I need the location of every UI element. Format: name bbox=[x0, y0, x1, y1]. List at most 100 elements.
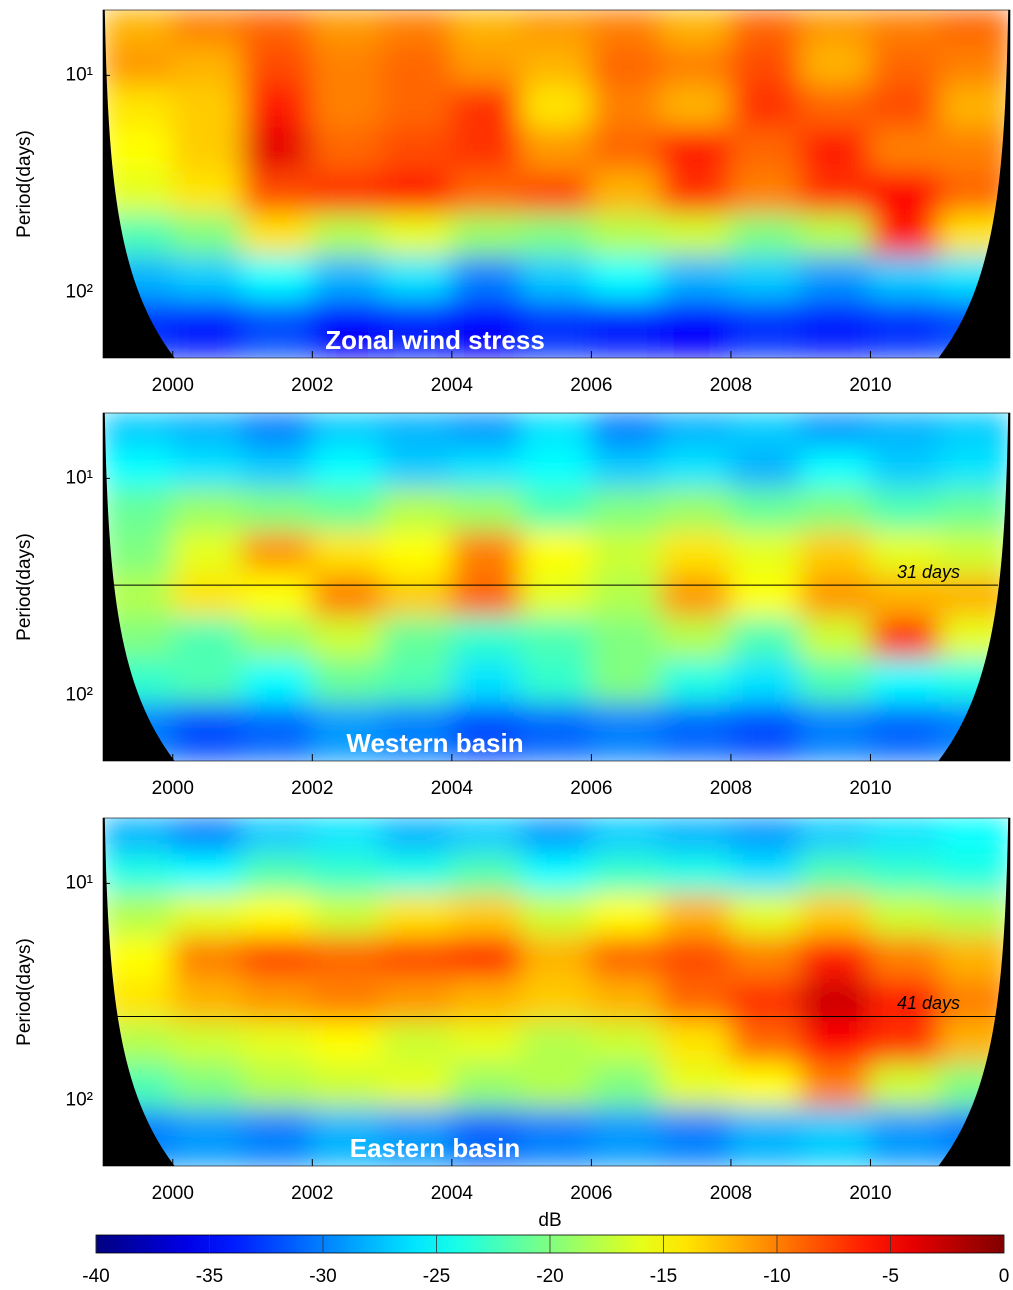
heat-cell bbox=[660, 413, 732, 451]
heat-cell bbox=[450, 818, 523, 856]
heat-cell bbox=[171, 573, 244, 619]
heat-cell bbox=[381, 853, 453, 896]
heat-cell bbox=[660, 448, 732, 491]
reference-label: 41 days bbox=[897, 993, 960, 1013]
heat-cell bbox=[241, 255, 314, 302]
heatmap-cells bbox=[103, 10, 1010, 358]
heat-cell bbox=[311, 1107, 384, 1166]
heat-cell bbox=[450, 213, 523, 258]
heat-cell bbox=[799, 413, 872, 451]
heat-cell bbox=[729, 10, 802, 48]
heat-cell bbox=[311, 448, 384, 491]
heat-cell bbox=[450, 1021, 523, 1066]
y-tick-label: 10¹ bbox=[66, 64, 93, 85]
heat-cell bbox=[660, 893, 732, 938]
cone-of-influence bbox=[103, 10, 175, 358]
heat-cell bbox=[729, 213, 802, 258]
heat-cell bbox=[520, 127, 593, 173]
heat-cell bbox=[311, 255, 384, 302]
heat-cell bbox=[450, 45, 523, 88]
heat-cell bbox=[450, 413, 523, 451]
heat-cell bbox=[241, 1021, 314, 1066]
heatmap bbox=[103, 818, 1010, 1166]
heat-cell bbox=[241, 1107, 314, 1166]
heat-cell bbox=[660, 935, 732, 981]
cone-of-influence bbox=[938, 10, 1010, 358]
heat-cell bbox=[171, 45, 244, 88]
heat-cell bbox=[939, 935, 1010, 981]
heat-cell bbox=[311, 1063, 384, 1110]
heat-cell bbox=[660, 1107, 732, 1166]
heat-cell bbox=[590, 818, 663, 856]
heat-cell bbox=[729, 893, 802, 938]
heat-cell bbox=[241, 818, 314, 856]
heat-cell bbox=[450, 658, 523, 705]
heat-cell bbox=[241, 893, 314, 938]
heat-cell bbox=[660, 853, 732, 896]
colorbar-tick-label: -40 bbox=[82, 1266, 109, 1287]
heat-cell bbox=[381, 978, 453, 1024]
x-tick-label: 2006 bbox=[570, 1183, 612, 1204]
y-tick-label: 10² bbox=[66, 1090, 93, 1111]
heat-cell bbox=[103, 530, 174, 576]
x-tick-label: 2008 bbox=[710, 375, 752, 396]
heat-cell bbox=[381, 1021, 453, 1066]
heat-cell bbox=[311, 170, 384, 216]
plot-frame bbox=[102, 412, 1011, 762]
heat-cell bbox=[450, 853, 523, 896]
heat-cell bbox=[520, 893, 593, 938]
heat-cell bbox=[171, 10, 244, 48]
heat-cell bbox=[520, 1021, 593, 1066]
heat-cell bbox=[311, 45, 384, 88]
heat-cell bbox=[799, 530, 872, 576]
colorbar-tick-label: -25 bbox=[423, 1266, 450, 1287]
heat-cell bbox=[799, 853, 872, 896]
heat-cell bbox=[241, 702, 314, 761]
heat-cell bbox=[799, 299, 872, 358]
heat-cell bbox=[171, 213, 244, 258]
heat-cell bbox=[590, 978, 663, 1024]
heat-cell bbox=[939, 818, 1010, 856]
heat-cell bbox=[660, 1021, 732, 1066]
heat-cell bbox=[381, 935, 453, 981]
heat-cell bbox=[450, 978, 523, 1024]
heat-cell bbox=[660, 213, 732, 258]
y-axis-label: Period(days) bbox=[14, 130, 35, 238]
heat-cell bbox=[450, 127, 523, 173]
colorbar-tick-label: 0 bbox=[999, 1266, 1010, 1287]
heat-cell bbox=[381, 893, 453, 938]
x-tick-label: 2010 bbox=[849, 375, 891, 396]
heat-cell bbox=[520, 413, 593, 451]
heat-cell bbox=[381, 658, 453, 705]
heat-cell bbox=[799, 10, 872, 48]
heat-cell bbox=[171, 85, 244, 130]
x-tick-label: 2008 bbox=[710, 1183, 752, 1204]
heat-cell bbox=[729, 127, 802, 173]
x-tick-label: 2010 bbox=[849, 778, 891, 799]
heat-cell bbox=[799, 170, 872, 216]
heat-cell bbox=[590, 1021, 663, 1066]
heat-cell bbox=[520, 978, 593, 1024]
heat-cell bbox=[311, 893, 384, 938]
heat-cell bbox=[590, 299, 663, 358]
heat-cell bbox=[729, 448, 802, 491]
heat-cell bbox=[311, 1021, 384, 1066]
heat-cell bbox=[381, 818, 453, 856]
heat-cell bbox=[171, 488, 244, 533]
heat-cell bbox=[311, 935, 384, 981]
heat-cell bbox=[729, 85, 802, 130]
heat-cell bbox=[869, 127, 942, 173]
colorbar-tick-label: -5 bbox=[882, 1266, 899, 1287]
heat-cell bbox=[590, 85, 663, 130]
heat-cell bbox=[520, 170, 593, 216]
heat-cell bbox=[660, 299, 732, 358]
heat-cell bbox=[729, 1063, 802, 1110]
heat-cell bbox=[450, 1063, 523, 1110]
heat-cell bbox=[171, 818, 244, 856]
heat-cell bbox=[869, 702, 942, 761]
heat-cell bbox=[450, 935, 523, 981]
heat-cell bbox=[660, 127, 732, 173]
heat-cell bbox=[869, 1063, 942, 1110]
heat-cell bbox=[450, 893, 523, 938]
heat-cell bbox=[869, 85, 942, 130]
